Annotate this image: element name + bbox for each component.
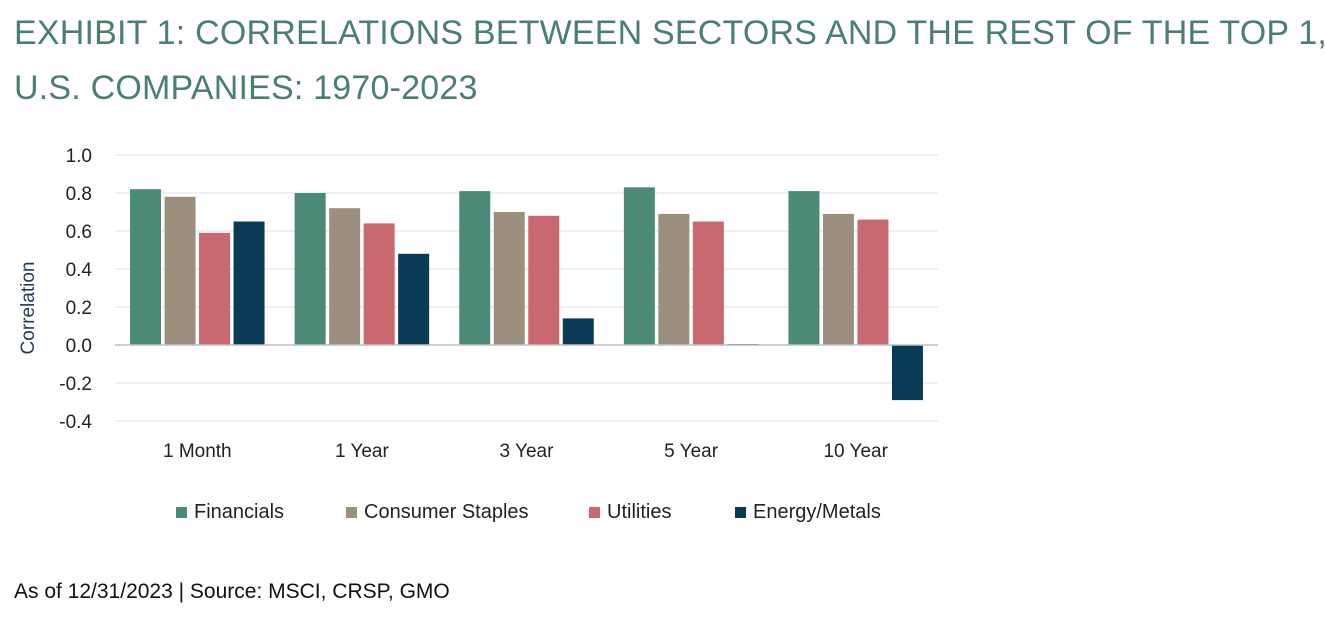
bar-consumer-staples-10-year <box>822 213 854 345</box>
chart-title-line1: EXHIBIT 1: CORRELATIONS BETWEEN SECTORS … <box>14 14 1325 52</box>
x-tick-label: 1 Month <box>163 441 232 462</box>
bar-financials-1-month <box>130 189 162 345</box>
legend-label: Financials <box>194 501 284 523</box>
x-tick-label: 3 Year <box>500 441 555 462</box>
bar-chart: 1.0 0.8 0.6 0.4 0.2 0.0 -0.2 -0.4 Correlation 1… <box>18 146 938 523</box>
legend-swatch <box>346 507 357 518</box>
legend-swatch <box>735 507 746 518</box>
legend: Financials Consumer Staples Utilities Energ… <box>176 501 881 523</box>
bar-financials-10-year <box>788 191 820 345</box>
bars <box>130 187 923 401</box>
y-tick-label: 0.6 <box>66 222 92 243</box>
y-tick-label: 0.8 <box>66 184 92 205</box>
x-tick-label: 10 Year <box>823 441 888 462</box>
legend-label: Energy/Metals <box>753 501 881 523</box>
bar-financials-1-year <box>294 193 326 345</box>
bar-utilities-10-year <box>857 219 889 345</box>
chart-title: EXHIBIT 1: CORRELATIONS BETWEEN SECTORS … <box>14 6 1325 116</box>
y-tick-label: 0.4 <box>66 260 93 281</box>
bar-utilities-1-year <box>363 223 395 345</box>
legend-swatch <box>176 507 187 518</box>
y-tick-label: -0.4 <box>59 412 92 433</box>
y-axis-ticks: 1.0 0.8 0.6 0.4 0.2 0.0 -0.2 -0.4 <box>59 146 92 433</box>
legend-swatch <box>589 507 600 518</box>
source-note: As of 12/31/2023 | Source: MSCI, CRSP, G… <box>14 580 450 603</box>
bar-utilities-3-year <box>528 215 560 345</box>
bar-consumer-staples-1-year <box>329 208 361 345</box>
bar-consumer-staples-1-month <box>164 196 196 345</box>
bar-energy-metals-3-year <box>562 318 594 345</box>
bar-financials-5-year <box>623 187 655 345</box>
bar-energy-metals-1-year <box>398 253 430 345</box>
bar-consumer-staples-3-year <box>493 212 525 345</box>
chart-title-line2: U.S. COMPANIES: 1970-2023 <box>14 69 478 107</box>
y-tick-label: 1.0 <box>66 146 92 167</box>
y-tick-label: 0.0 <box>66 336 92 357</box>
x-tick-label: 5 Year <box>664 441 719 462</box>
x-axis-ticks: 1 Month 1 Year 3 Year 5 Year 10 Year <box>163 441 889 462</box>
legend-label: Consumer Staples <box>364 501 529 523</box>
bar-financials-3-year <box>459 191 491 345</box>
y-tick-label: 0.2 <box>66 298 92 319</box>
x-tick-label: 1 Year <box>335 441 390 462</box>
bar-utilities-1-month <box>199 232 231 345</box>
bar-utilities-5-year <box>692 221 724 345</box>
y-axis-label: Correlation <box>18 262 39 355</box>
bar-energy-metals-1-month <box>233 221 265 345</box>
bar-consumer-staples-5-year <box>658 213 690 345</box>
legend-label: Utilities <box>607 501 671 523</box>
y-tick-label: -0.2 <box>59 374 92 395</box>
bar-energy-metals-10-year <box>891 345 923 401</box>
